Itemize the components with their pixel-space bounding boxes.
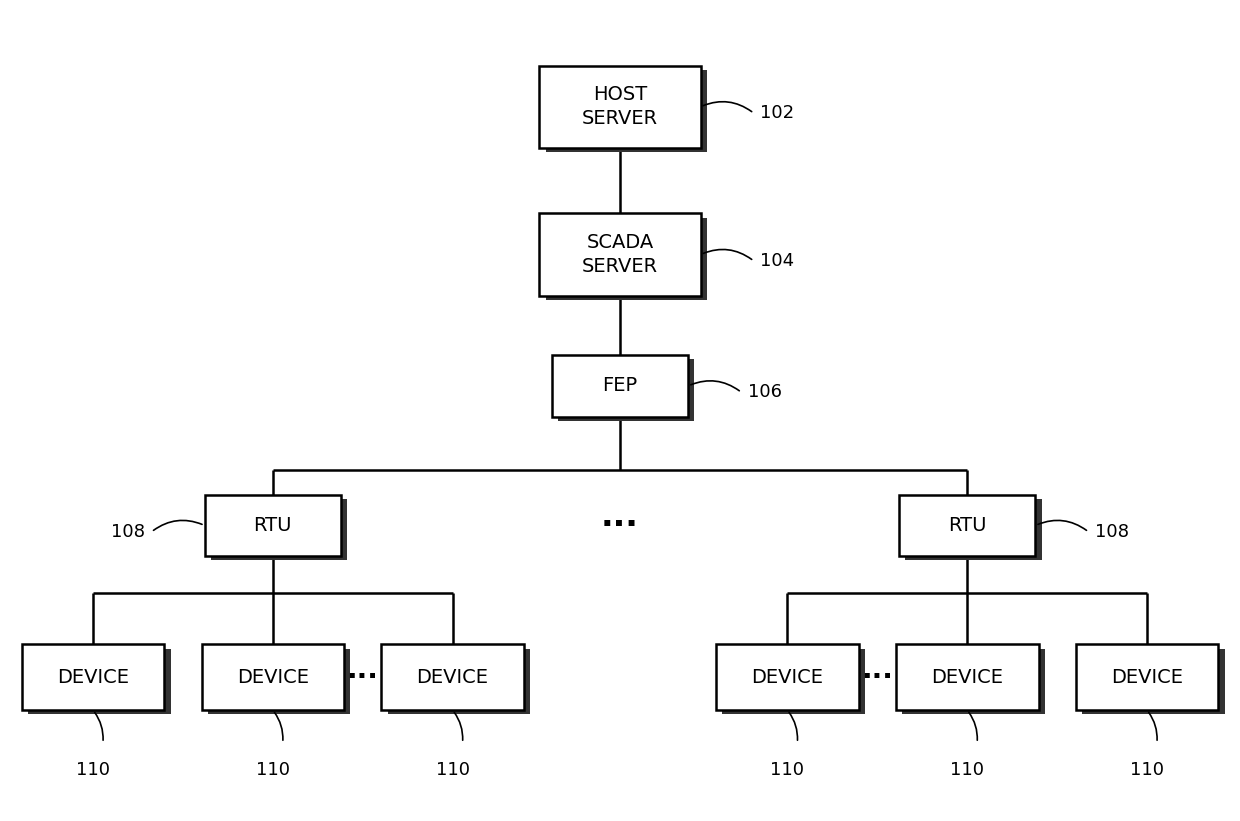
Text: 110: 110 — [770, 761, 805, 779]
Bar — [905, 498, 1042, 560]
Bar — [558, 360, 694, 420]
Bar — [1076, 644, 1218, 710]
Text: SCADA
SERVER: SCADA SERVER — [582, 233, 658, 276]
Text: DEVICE: DEVICE — [237, 667, 309, 687]
Bar — [546, 70, 707, 152]
Bar — [201, 644, 345, 710]
Text: ···: ··· — [861, 663, 893, 691]
Bar — [21, 644, 164, 710]
Bar — [205, 494, 341, 557]
Text: 110: 110 — [255, 761, 290, 779]
Text: 108: 108 — [1095, 523, 1128, 541]
Bar — [895, 644, 1039, 710]
Text: 104: 104 — [760, 252, 795, 270]
Bar — [539, 213, 701, 296]
Bar — [387, 649, 531, 714]
Bar — [546, 218, 707, 300]
Text: 110: 110 — [950, 761, 985, 779]
Bar — [382, 644, 523, 710]
Text: DEVICE: DEVICE — [1111, 667, 1183, 687]
Text: ···: ··· — [601, 509, 639, 542]
Bar — [717, 644, 858, 710]
Text: RTU: RTU — [947, 516, 987, 535]
Text: 108: 108 — [112, 523, 145, 541]
Text: 110: 110 — [76, 761, 110, 779]
Text: HOST
SERVER: HOST SERVER — [582, 85, 658, 128]
Text: DEVICE: DEVICE — [417, 667, 489, 687]
Text: 110: 110 — [435, 761, 470, 779]
Text: 110: 110 — [1130, 761, 1164, 779]
Bar — [539, 66, 701, 148]
Bar — [1081, 649, 1225, 714]
Text: 102: 102 — [760, 104, 795, 122]
Text: ···: ··· — [346, 663, 378, 691]
Bar — [903, 649, 1044, 714]
Text: 106: 106 — [748, 383, 781, 401]
Bar — [211, 498, 347, 560]
Text: FEP: FEP — [603, 376, 637, 396]
Bar — [899, 494, 1035, 557]
Bar — [27, 649, 171, 714]
Bar — [208, 649, 351, 714]
Bar — [552, 355, 688, 416]
Text: DEVICE: DEVICE — [57, 667, 129, 687]
Text: DEVICE: DEVICE — [931, 667, 1003, 687]
Text: RTU: RTU — [253, 516, 293, 535]
Text: DEVICE: DEVICE — [751, 667, 823, 687]
Bar — [722, 649, 866, 714]
